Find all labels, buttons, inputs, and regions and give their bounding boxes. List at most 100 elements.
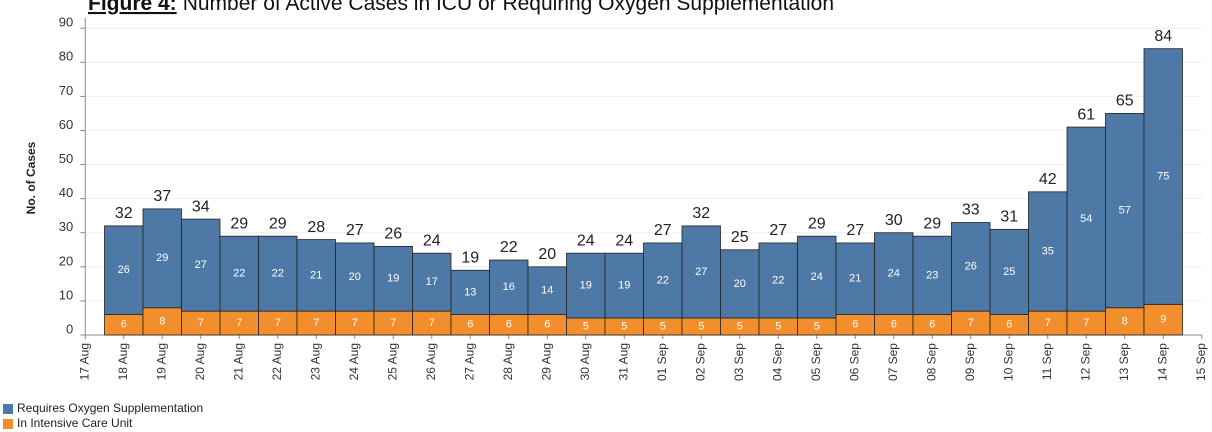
total-label: 29 (923, 215, 941, 232)
segment-label: 7 (1083, 317, 1089, 329)
y-tick-label: 90 (59, 15, 73, 30)
x-tick-label: 15 Sep (1194, 343, 1208, 381)
total-label: 26 (384, 226, 402, 243)
total-label: 42 (1039, 171, 1057, 188)
x-tick-label: 05 Sep (809, 343, 823, 381)
x-tick-label: 21 Aug (231, 343, 245, 380)
x-tick-label: 26 Aug (424, 343, 438, 380)
y-axis-label: No. of Cases (24, 141, 38, 214)
segment-label: 8 (1122, 315, 1128, 327)
segment-label: 22 (233, 268, 245, 280)
segment-label: 25 (1003, 266, 1015, 278)
bar-segment (835, 242, 875, 315)
segment-label: 8 (159, 315, 165, 327)
segment-label: 57 (1119, 204, 1131, 216)
bar-segment (181, 218, 221, 312)
bar-segment (912, 235, 952, 315)
y-tick-label: 70 (59, 83, 73, 98)
segment-label: 5 (660, 320, 666, 332)
bar-segment (1143, 48, 1183, 305)
segment-label: 7 (390, 317, 396, 329)
bar-segment (335, 242, 375, 312)
segment-label: 27 (195, 259, 207, 271)
title-label: Figure 4: (88, 0, 177, 15)
segment-label: 20 (349, 271, 361, 283)
x-tick-label: 07 Sep (886, 343, 900, 381)
bar-segment (258, 235, 298, 312)
x-tick-label: 09 Sep (963, 343, 977, 381)
bar-segment (1066, 126, 1106, 312)
x-tick-label: 20 Aug (193, 343, 207, 380)
bar-segment (874, 232, 914, 315)
segment-label: 23 (926, 269, 938, 281)
segment-label: 19 (618, 279, 630, 291)
segment-label: 6 (467, 319, 473, 331)
segment-label: 16 (503, 281, 515, 293)
segment-label: 26 (965, 261, 977, 273)
bar-segment (758, 242, 798, 319)
segment-label: 5 (621, 320, 627, 332)
y-tick-label: 50 (59, 151, 73, 166)
total-label: 27 (769, 222, 787, 239)
bar-segment (489, 259, 529, 315)
segment-label: 9 (1160, 314, 1166, 326)
segment-label: 19 (387, 273, 399, 285)
segment-label: 21 (849, 273, 861, 285)
x-tick-label: 13 Sep (1117, 343, 1131, 381)
bar-segment (797, 235, 837, 319)
bar-segment (1028, 191, 1068, 312)
y-tick-label: 60 (59, 117, 73, 132)
total-label: 20 (538, 246, 556, 263)
x-tick-label: 11 Sep (1040, 343, 1054, 380)
bar-segment (412, 252, 452, 312)
segment-label: 21 (310, 269, 322, 281)
title-text: Number of Active Cases in ICU or Requiri… (183, 0, 834, 15)
total-label: 65 (1116, 93, 1134, 110)
bar-segment (951, 222, 991, 312)
bar-segment (296, 239, 336, 312)
segment-label: 5 (737, 320, 743, 332)
segment-label: 27 (695, 266, 707, 278)
x-tick-label: 19 Aug (154, 343, 168, 380)
x-tick-label: 10 Sep (1001, 343, 1015, 381)
segment-label: 7 (313, 317, 319, 329)
total-label: 19 (461, 249, 479, 266)
total-label: 37 (153, 188, 171, 205)
segment-label: 17 (426, 276, 438, 288)
total-label: 31 (1000, 209, 1018, 226)
segment-label: 7 (352, 317, 358, 329)
segment-label: 20 (734, 278, 746, 290)
y-tick-label: 20 (59, 253, 73, 268)
total-label: 29 (808, 215, 826, 232)
y-tick-label: 40 (59, 185, 73, 200)
total-label: 24 (423, 232, 441, 249)
x-tick-label: 28 Aug (501, 343, 515, 380)
total-label: 24 (577, 232, 595, 249)
segment-label: 7 (968, 317, 974, 329)
total-label: 29 (269, 215, 287, 232)
total-label: 32 (115, 205, 133, 222)
segment-label: 35 (1042, 245, 1054, 257)
segment-label: 6 (929, 319, 935, 331)
legend-swatch (3, 419, 13, 429)
bar-segment (450, 269, 490, 315)
y-tick-label: 10 (59, 287, 73, 302)
segment-label: 26 (118, 264, 130, 276)
x-tick-label: 22 Aug (270, 343, 284, 380)
bar-segment (1143, 303, 1183, 336)
total-label: 27 (346, 222, 364, 239)
legend-swatch (3, 404, 13, 414)
bar-segment (604, 252, 644, 319)
total-label: 29 (230, 215, 248, 232)
segment-label: 22 (772, 274, 784, 286)
x-tick-label: 29 Aug (539, 343, 553, 380)
x-tick-label: 08 Sep (924, 343, 938, 381)
segment-label: 6 (544, 319, 550, 331)
x-tick-label: 14 Sep (1155, 343, 1169, 381)
segment-label: 6 (852, 319, 858, 331)
total-label: 25 (731, 229, 749, 246)
bar-segment (373, 245, 413, 312)
total-label: 27 (654, 222, 672, 239)
